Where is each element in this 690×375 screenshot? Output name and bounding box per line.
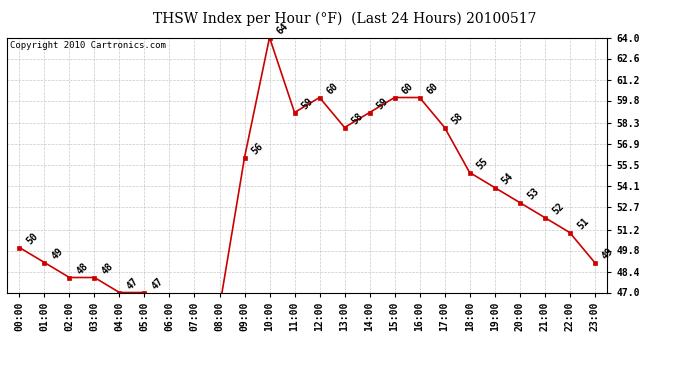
Text: 46: 46 — [0, 374, 1, 375]
Text: 53: 53 — [525, 186, 540, 202]
Text: 55: 55 — [475, 156, 491, 172]
Text: 46: 46 — [0, 374, 1, 375]
Text: 48: 48 — [100, 261, 115, 277]
Text: THSW Index per Hour (°F)  (Last 24 Hours) 20100517: THSW Index per Hour (°F) (Last 24 Hours)… — [153, 11, 537, 26]
Text: 60: 60 — [400, 81, 415, 97]
Text: 60: 60 — [425, 81, 440, 97]
Text: 59: 59 — [300, 96, 315, 112]
Text: 64: 64 — [275, 21, 290, 37]
Text: 47: 47 — [125, 276, 140, 292]
Text: Copyright 2010 Cartronics.com: Copyright 2010 Cartronics.com — [10, 41, 166, 50]
Text: 49: 49 — [600, 246, 615, 262]
Text: 60: 60 — [325, 81, 340, 97]
Text: 50: 50 — [25, 231, 40, 247]
Text: 52: 52 — [550, 201, 566, 217]
Text: 48: 48 — [75, 261, 90, 277]
Text: 58: 58 — [350, 111, 366, 127]
Text: 58: 58 — [450, 111, 466, 127]
Text: 51: 51 — [575, 216, 591, 232]
Text: 56: 56 — [250, 141, 266, 157]
Text: 47: 47 — [150, 276, 166, 292]
Text: 46: 46 — [0, 374, 1, 375]
Text: 49: 49 — [50, 246, 66, 262]
Text: 54: 54 — [500, 171, 515, 187]
Text: 59: 59 — [375, 96, 391, 112]
